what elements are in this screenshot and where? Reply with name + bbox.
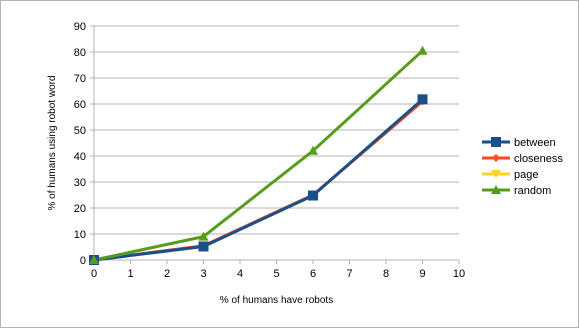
x-tick-label: 5 [273,268,279,280]
data-point-between [198,241,209,252]
series-line-page [93,99,424,262]
legend-label: random [514,185,551,197]
series-lines [93,49,424,262]
series-markers [89,45,428,265]
y-tick-label: 0 [80,255,86,267]
legend-marker-random [491,185,501,194]
legend-label: closeness [514,153,563,165]
legend: between closeness page random [482,137,563,197]
y-tick-label: 90 [74,21,86,33]
x-tick-label: 1 [127,268,133,280]
x-tick-label: 9 [419,268,425,280]
data-point-random [198,231,209,241]
y-tick-label: 70 [74,73,86,85]
x-tick-label: 10 [453,268,465,280]
legend-item-between: between [482,137,556,149]
y-tick-label: 60 [74,99,86,111]
tick-labels: 0 10 20 30 40 50 60 70 80 90 0 1 2 3 4 5 6 7 8 9 10 [74,21,465,280]
x-tick-label: 8 [383,268,389,280]
series-line-random [93,49,424,262]
y-tick-label: 50 [74,125,86,137]
x-tick-label: 6 [310,268,316,280]
x-tick-label: 0 [91,268,97,280]
y-tick-label: 10 [74,229,86,241]
legend-marker-closeness [492,154,500,162]
y-tick-label: 30 [74,177,86,189]
grid-lines [94,25,459,235]
x-tick-label: 7 [346,268,352,280]
x-tick-label: 2 [164,268,170,280]
legend-marker-between [491,137,501,147]
legend-label: between [514,137,556,149]
legend-label: page [514,169,538,181]
y-tick-label: 20 [74,203,86,215]
y-tick-label: 80 [74,47,86,59]
x-tick-label: 4 [237,268,243,280]
legend-item-random: random [482,185,551,197]
line-chart: 0 10 20 30 40 50 60 70 80 90 0 1 2 3 4 5 6 7 8 9 10 % of hum… [47,21,563,306]
x-tick-label: 3 [200,268,206,280]
legend-item-page: page [482,169,538,181]
series-line-between [93,98,424,262]
data-point-random [308,145,318,155]
data-point-between [308,190,318,201]
x-axis-title: % of humans have robots [220,295,333,306]
data-point-random [417,45,428,55]
data-point-random [89,255,99,264]
y-tick-label: 40 [74,151,86,163]
legend-marker-page [491,170,501,178]
y-axis-title: % of humans using robot word [47,75,58,210]
series-line-closeness [93,100,424,262]
axes [90,25,460,264]
data-point-between [417,94,428,105]
legend-item-closeness: closeness [482,153,563,165]
